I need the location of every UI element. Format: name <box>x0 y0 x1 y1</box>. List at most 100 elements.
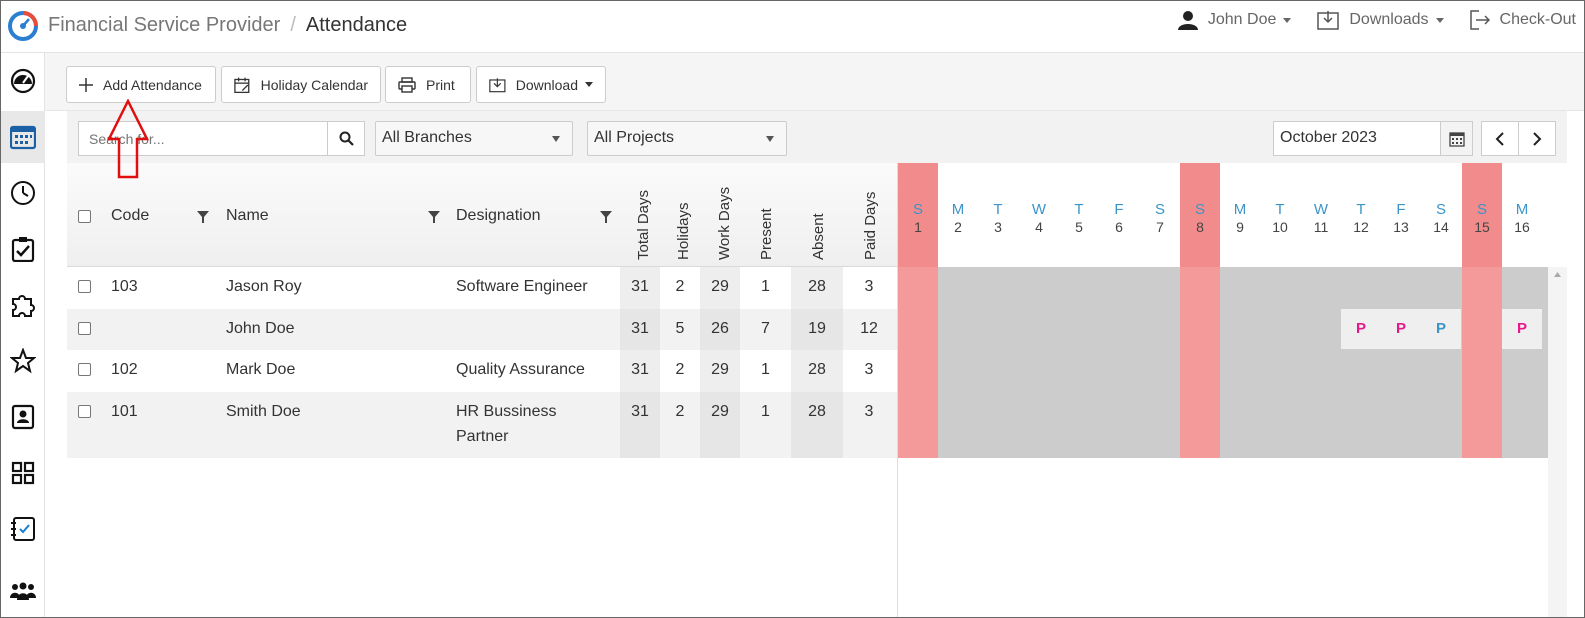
row-checkbox[interactable] <box>78 405 91 418</box>
column-name[interactable]: Name <box>226 207 269 224</box>
column-total-days[interactable]: Total Days <box>635 189 652 260</box>
row-work-days: 29 <box>711 278 729 295</box>
branch-select[interactable]: All Branches <box>375 121 573 156</box>
calendar-button[interactable] <box>1440 122 1472 155</box>
day-header[interactable]: S 14 <box>1421 163 1461 267</box>
project-select[interactable]: All Projects <box>587 121 787 156</box>
filter-bar: All Branches All Projects October 2023 <box>67 111 1567 163</box>
printer-icon <box>398 76 416 93</box>
add-attendance-button[interactable]: Add Attendance <box>66 66 216 103</box>
filter-icon[interactable] <box>428 211 440 223</box>
user-menu[interactable]: John Doe <box>1177 10 1292 30</box>
absent-cell-bg <box>791 350 843 392</box>
filter-icon[interactable] <box>197 211 209 223</box>
row-code: 101 <box>111 403 138 420</box>
download-button[interactable]: Download <box>476 66 606 103</box>
column-paid-days[interactable]: Paid Days <box>862 191 879 260</box>
app-logo-icon[interactable] <box>7 10 39 42</box>
search-button[interactable] <box>327 121 365 156</box>
scroll-up-icon[interactable] <box>1548 267 1567 281</box>
attendance-present-mark[interactable]: P <box>1341 309 1381 349</box>
vertical-scrollbar[interactable] <box>1548 267 1567 617</box>
attendance-present-mark[interactable]: P <box>1502 309 1542 349</box>
day-number: 12 <box>1353 219 1369 235</box>
work-days-cell-bg <box>700 309 740 350</box>
day-header[interactable]: T 12 <box>1341 163 1381 267</box>
sidebar-item-employees[interactable] <box>1 391 45 443</box>
holiday-calendar-label: Holiday Calendar <box>260 76 368 93</box>
row-work-days: 26 <box>711 320 729 337</box>
sidebar-item-tasks[interactable] <box>1 223 45 275</box>
row-holidays: 2 <box>675 403 685 420</box>
row-absent: 28 <box>808 361 826 378</box>
day-header[interactable]: S 15 <box>1462 163 1502 267</box>
sidebar-item-dashboard[interactable] <box>1 55 45 107</box>
column-designation[interactable]: Designation <box>456 207 541 224</box>
chevron-down-icon <box>552 136 560 142</box>
day-number: 13 <box>1393 219 1409 235</box>
chevron-down-icon <box>1283 17 1292 23</box>
sidebar-item-projects[interactable] <box>1 279 45 331</box>
table-row[interactable]: 101 Smith Doe HR Bussiness Partner 31 2 … <box>67 392 897 458</box>
sidebar-item-team[interactable] <box>1 565 45 617</box>
grid-header: Code Name Designation Total Days Holiday… <box>67 163 897 267</box>
row-name[interactable]: Smith Doe <box>226 403 301 420</box>
select-all-checkbox[interactable] <box>78 210 91 223</box>
attendance-present-mark[interactable]: P <box>1421 309 1461 349</box>
column-holidays[interactable]: Holidays <box>675 202 692 260</box>
holiday-calendar-button[interactable]: Holiday Calendar <box>221 66 381 103</box>
day-number: 10 <box>1272 219 1288 235</box>
table-row[interactable]: John Doe 31 5 26 7 19 12 <box>67 309 897 350</box>
next-month-button[interactable] <box>1518 121 1556 156</box>
row-checkbox[interactable] <box>78 322 91 335</box>
previous-month-button[interactable] <box>1481 121 1519 156</box>
row-name[interactable]: Jason Roy <box>226 278 302 295</box>
day-header[interactable]: W 11 <box>1301 163 1341 267</box>
clipboard-check-icon <box>11 237 35 262</box>
sidebar-item-apps[interactable] <box>1 447 45 499</box>
day-header[interactable]: F 13 <box>1381 163 1421 267</box>
checkout-button[interactable]: Check-Out <box>1469 10 1576 30</box>
breadcrumb-app[interactable]: Financial Service Provider <box>48 14 281 36</box>
weekend-column <box>1462 267 1502 458</box>
column-code[interactable]: Code <box>111 207 150 224</box>
column-work-days[interactable]: Work Days <box>716 186 733 260</box>
row-name[interactable]: Mark Doe <box>226 361 296 378</box>
day-number: 2 <box>954 219 962 235</box>
id-badge-icon <box>11 404 35 430</box>
table-row[interactable]: 102 Mark Doe Quality Assurance 31 2 29 1… <box>67 350 897 392</box>
attendance-present-mark[interactable]: P <box>1381 309 1421 349</box>
month-picker[interactable]: October 2023 <box>1273 121 1473 156</box>
row-checkbox[interactable] <box>78 363 91 376</box>
chevron-right-icon <box>1533 131 1542 146</box>
day-header[interactable]: T 10 <box>1260 163 1300 267</box>
row-designation: Quality Assurance <box>456 361 585 378</box>
sidebar-item-timesheet[interactable] <box>1 167 45 219</box>
sidebar-item-checklist[interactable] <box>1 503 45 555</box>
filter-icon[interactable] <box>600 211 612 223</box>
print-button[interactable]: Print <box>385 66 471 103</box>
row-checkbox[interactable] <box>78 280 91 293</box>
sidebar-item-favorites[interactable] <box>1 335 45 387</box>
sidebar-item-attendance[interactable] <box>1 111 45 163</box>
user-name: John Doe <box>1207 11 1277 28</box>
column-absent[interactable]: Absent <box>810 213 827 260</box>
row-name[interactable]: John Doe <box>226 320 295 337</box>
notebook-check-icon <box>11 517 35 541</box>
table-row[interactable]: 103 Jason Roy Software Engineer 31 2 29 … <box>67 267 897 309</box>
top-right-menu: John Doe Downloads Check-Out <box>1152 10 1576 30</box>
column-present[interactable]: Present <box>758 208 775 260</box>
day-header[interactable]: M 16 <box>1502 163 1542 267</box>
chevron-down-icon <box>585 82 593 87</box>
downloads-menu[interactable]: Downloads <box>1317 10 1444 30</box>
row-paid-days: 12 <box>860 320 878 337</box>
